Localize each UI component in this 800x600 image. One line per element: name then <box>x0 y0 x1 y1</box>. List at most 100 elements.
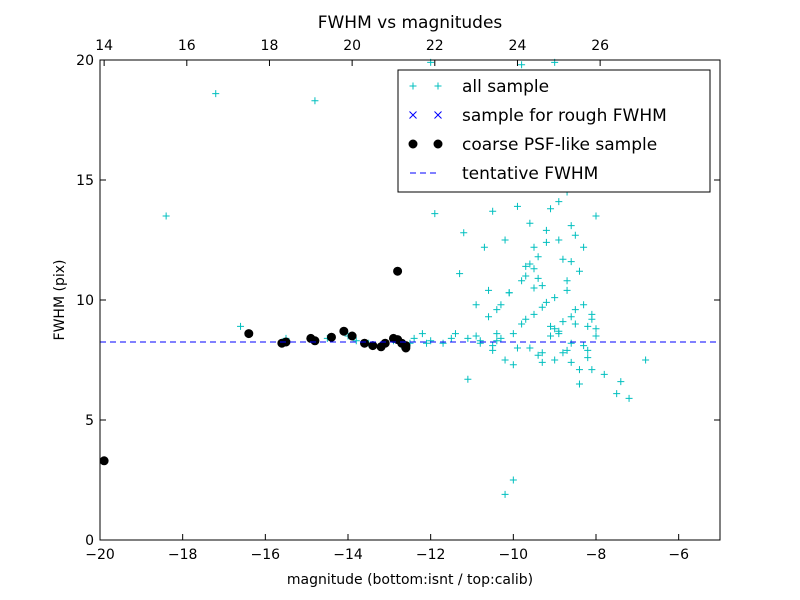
all-sample-point <box>530 310 538 318</box>
top-tick-label: 18 <box>261 38 279 54</box>
all-sample-point <box>439 339 447 347</box>
all-sample-point <box>592 332 600 340</box>
psf-sample-point <box>401 343 411 353</box>
all-sample-point <box>575 380 583 388</box>
all-sample-point <box>567 339 575 347</box>
y-tick-label: 0 <box>85 533 94 549</box>
all-sample-point <box>538 358 546 366</box>
all-sample-point <box>584 346 592 354</box>
all-sample-point <box>567 222 575 230</box>
all-sample-point <box>617 378 625 386</box>
x-tick-label: −12 <box>416 547 446 563</box>
all-sample-point <box>584 322 592 330</box>
all-sample-point <box>555 330 563 338</box>
plot-marks <box>99 58 720 498</box>
all-sample-point <box>493 306 501 314</box>
all-sample-point <box>530 243 538 251</box>
all-sample-point <box>476 337 484 345</box>
top-tick-label: 14 <box>95 38 113 54</box>
legend-label: all sample <box>462 77 549 97</box>
all-sample-point <box>526 344 534 352</box>
all-sample-point <box>489 346 497 354</box>
all-sample-point <box>493 337 501 345</box>
all-sample-point <box>584 354 592 362</box>
all-sample-point <box>493 330 501 338</box>
all-sample-point <box>600 370 608 378</box>
all-sample-point <box>472 301 480 309</box>
all-sample-point <box>563 286 571 294</box>
all-sample-point <box>551 325 559 333</box>
all-sample-point <box>592 325 600 333</box>
all-sample-point <box>480 243 488 251</box>
y-tick-label: 15 <box>76 173 94 189</box>
legend-swatch <box>434 111 442 119</box>
all-sample-point <box>580 243 588 251</box>
all-sample-point <box>427 337 435 345</box>
all-sample-point <box>497 301 505 309</box>
all-sample-point <box>547 322 555 330</box>
psf-sample-point <box>310 336 320 346</box>
all-sample-point <box>237 322 245 330</box>
all-sample-point <box>526 219 534 227</box>
all-sample-point <box>501 490 509 498</box>
all-sample-point <box>559 255 567 263</box>
all-sample-point <box>418 330 426 338</box>
top-tick-label: 20 <box>343 38 361 54</box>
all-sample-point <box>567 258 575 266</box>
all-sample-point <box>588 366 596 374</box>
all-sample-point <box>485 286 493 294</box>
all-sample-point <box>464 334 472 342</box>
legend-swatch <box>433 139 443 149</box>
psf-sample-point <box>368 341 378 351</box>
x-tick-label: −10 <box>499 547 529 563</box>
all-sample-point <box>559 318 567 326</box>
all-sample-point <box>567 313 575 321</box>
psf-sample-point <box>347 331 357 341</box>
y-axis-title: FWHM (pix) <box>52 260 68 341</box>
psf-sample-point <box>393 266 403 276</box>
psf-sample-point <box>360 338 370 348</box>
all-sample-point <box>485 313 493 321</box>
all-sample-point <box>575 366 583 374</box>
all-sample-point <box>518 277 526 285</box>
y-tick-label: 20 <box>76 53 94 69</box>
all-sample-point <box>571 231 579 239</box>
all-sample-point <box>534 274 542 282</box>
all-sample-point <box>551 356 559 364</box>
all-sample-point <box>571 306 579 314</box>
all-sample-point <box>534 351 542 359</box>
top-tick-label: 26 <box>591 38 609 54</box>
all-sample-point <box>460 229 468 237</box>
psf-sample-point <box>244 329 254 339</box>
x-tick-label: −14 <box>333 547 363 563</box>
all-sample-point <box>551 294 559 302</box>
all-sample-point <box>547 205 555 213</box>
all-sample-point <box>311 97 319 105</box>
all-sample-point <box>563 346 571 354</box>
legend-label: coarse PSF-like sample <box>462 135 657 155</box>
all-sample-point <box>547 332 555 340</box>
legend-swatch <box>409 111 417 119</box>
all-sample-point <box>542 226 550 234</box>
legend: all sample sample for rough FWHM coarse PS… <box>397 69 711 193</box>
all-sample-point <box>592 212 600 220</box>
all-sample-point <box>423 339 431 347</box>
all-sample-point <box>522 272 530 280</box>
top-tick-label: 24 <box>509 38 527 54</box>
top-tick-label: 22 <box>426 38 444 54</box>
all-sample-point <box>518 320 526 328</box>
all-sample-point <box>501 356 509 364</box>
x-tick-label: −6 <box>668 547 689 563</box>
all-sample-point <box>522 315 530 323</box>
psf-sample-point <box>380 338 390 348</box>
all-sample-point <box>555 236 563 244</box>
all-sample-point <box>505 289 513 297</box>
all-sample-point <box>162 212 170 220</box>
all-sample-point <box>567 358 575 366</box>
all-sample-point <box>575 267 583 275</box>
all-sample-point <box>489 207 497 215</box>
psf-sample-point <box>339 326 349 336</box>
all-sample-point <box>513 202 521 210</box>
all-sample-point <box>542 298 550 306</box>
